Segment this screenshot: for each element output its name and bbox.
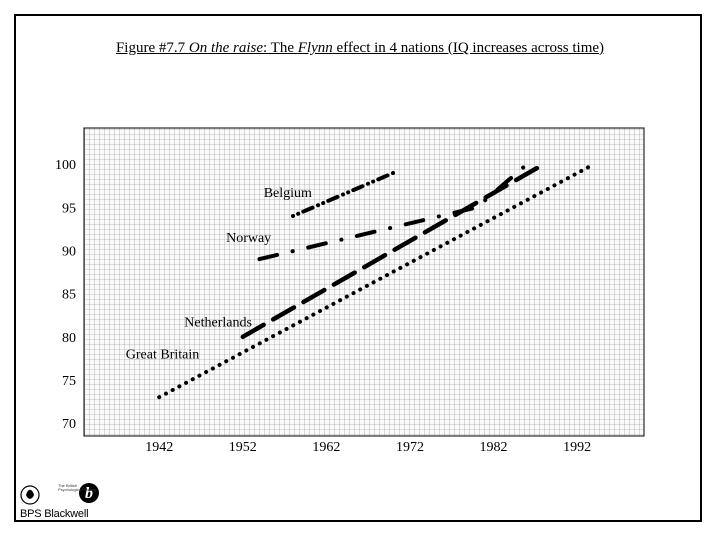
blackwell-b-icon: b bbox=[79, 483, 99, 503]
series-line-great-britain bbox=[157, 162, 596, 400]
series-line-belgium bbox=[291, 170, 396, 218]
svg-text:b: b bbox=[85, 485, 93, 502]
series-label-belgium: Belgium bbox=[264, 186, 312, 201]
series-line-norway bbox=[257, 162, 529, 262]
y-tick-label: 75 bbox=[62, 374, 76, 389]
y-tick-label: 90 bbox=[62, 245, 76, 260]
x-tick-label: 1992 bbox=[563, 440, 591, 455]
logo-mark-icon bbox=[20, 485, 87, 505]
y-tick-label: 95 bbox=[62, 201, 76, 216]
y-tick-label: 100 bbox=[55, 158, 76, 173]
y-tick-label: 70 bbox=[62, 417, 76, 432]
logo-small-text: The British Psychological Society bbox=[58, 483, 97, 492]
x-tick-label: 1962 bbox=[312, 440, 340, 455]
x-tick-label: 1942 bbox=[145, 440, 173, 455]
chart-title: Figure #7.7 On the raise: The Flynn effe… bbox=[115, 40, 605, 56]
series-label-netherlands: Netherlands bbox=[184, 315, 252, 330]
x-tick-label: 1952 bbox=[229, 440, 257, 455]
bps-blackwell-logo: b The British Psychological Society BPS … bbox=[20, 482, 100, 524]
y-tick-label: 80 bbox=[62, 331, 76, 346]
x-tick-label: 1982 bbox=[480, 440, 508, 455]
series-label-norway: Norway bbox=[226, 231, 271, 246]
x-tick-label: 1972 bbox=[396, 440, 424, 455]
plot-area bbox=[83, 127, 645, 437]
series-line-netherlands bbox=[240, 161, 546, 340]
series-label-great-britain: Great Britain bbox=[126, 347, 199, 362]
y-tick-label: 85 bbox=[62, 288, 76, 303]
logo-text: BPS Blackwell bbox=[20, 508, 89, 520]
